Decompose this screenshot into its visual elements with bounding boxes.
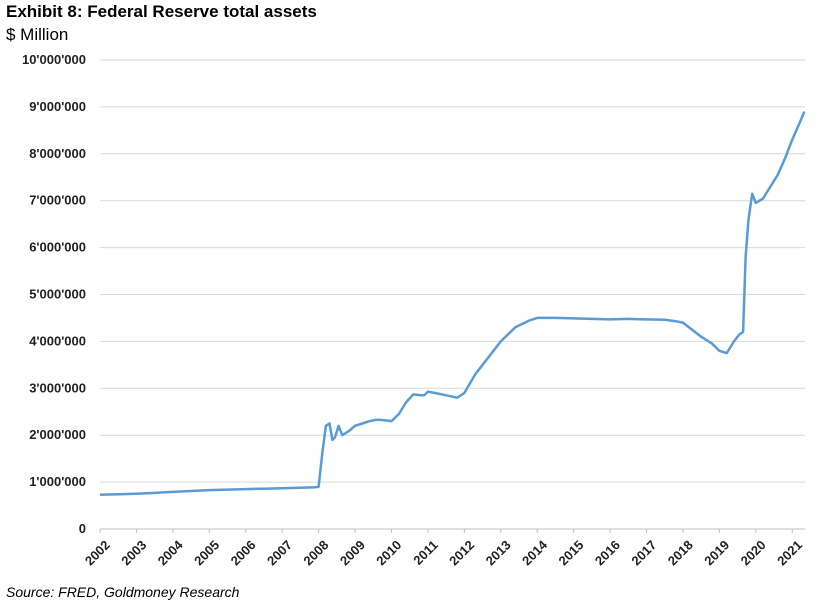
y-tick-label: 5'000'000: [29, 287, 86, 302]
y-tick-label: 10'000'000: [22, 52, 86, 67]
series-line: [99, 111, 806, 497]
series-layer: [99, 111, 806, 497]
x-tick-label: 2005: [191, 537, 222, 568]
x-tick-label: 2011: [410, 537, 441, 568]
x-tick-label: 2019: [701, 537, 732, 568]
x-tick-label: 2017: [628, 537, 659, 568]
y-tick-label: 9'000'000: [29, 99, 86, 114]
x-tick-label: 2006: [228, 537, 259, 568]
chart-title: Exhibit 8: Federal Reserve total assets: [6, 2, 317, 21]
x-axis-ticks: 2002 2003 2004 2005 2006 2007 2008 2009 2010 2011…: [82, 529, 805, 568]
x-tick-label: 2014: [519, 537, 551, 569]
x-tick-label: 2003: [118, 537, 149, 568]
y-tick-label: 2'000'000: [29, 427, 86, 442]
x-tick-label: 2002: [82, 537, 113, 568]
grid-lines: [100, 59, 805, 483]
x-tick-label: 2015: [555, 537, 586, 568]
y-axis-ticks: 0 1'000'000 2'000'000 3'000'000 4'000'000 5'0…: [22, 52, 86, 536]
x-tick-label: 2004: [155, 537, 187, 569]
x-tick-label: 2009: [337, 537, 368, 568]
y-tick-label: 7'000'000: [29, 193, 86, 208]
chart-unit-label: $ Million: [6, 25, 69, 44]
x-tick-label: 2010: [373, 537, 404, 568]
y-tick-label: 3'000'000: [29, 380, 86, 395]
x-tick-label: 2021: [774, 537, 805, 568]
y-tick-label: 0: [79, 521, 86, 536]
x-tick-label: 2008: [300, 537, 331, 568]
y-tick-label: 4'000'000: [29, 333, 86, 348]
x-tick-label: 2013: [483, 537, 514, 568]
x-tick-label: 2012: [446, 537, 477, 568]
x-tick-label: 2020: [738, 537, 769, 568]
source-note: Source: FRED, Goldmoney Research: [6, 584, 240, 600]
x-tick-label: 2016: [592, 537, 623, 568]
y-tick-label: 8'000'000: [29, 146, 86, 161]
y-tick-label: 1'000'000: [29, 474, 86, 489]
x-tick-label: 2018: [665, 537, 696, 568]
x-tick-label: 2007: [264, 537, 295, 568]
y-tick-label: 6'000'000: [29, 240, 86, 255]
